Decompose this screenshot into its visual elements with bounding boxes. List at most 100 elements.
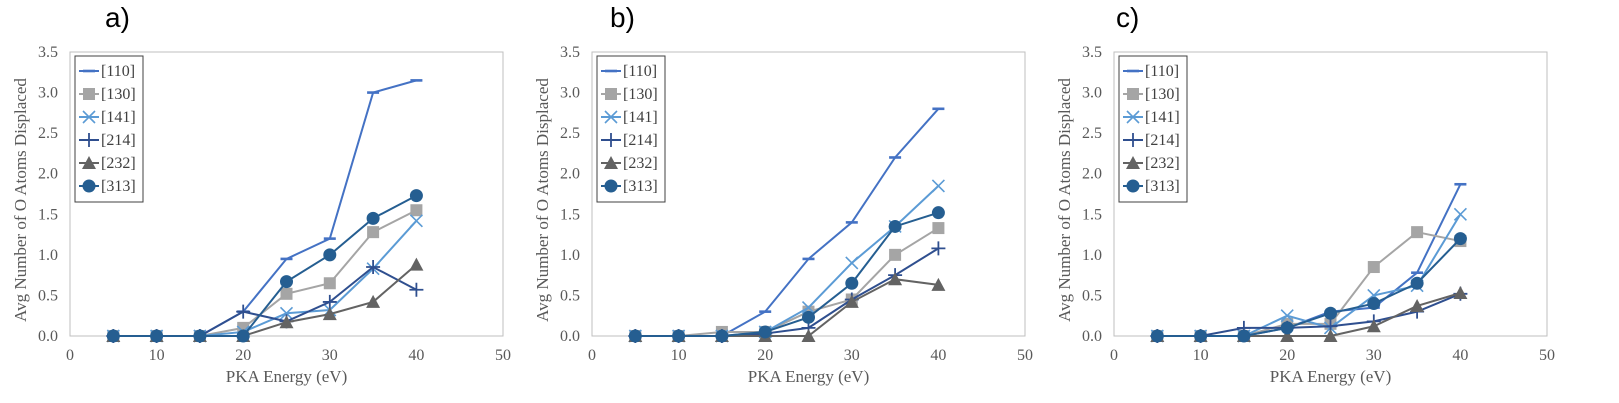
- y-tick-label: 2.0: [38, 166, 58, 183]
- y-tick-label: 2.5: [560, 125, 580, 142]
- legend-item-313: [313]: [601, 178, 658, 195]
- series-313: [1150, 232, 1467, 343]
- legend-item-130: [130]: [79, 86, 136, 103]
- data-point: [889, 248, 902, 261]
- legend-item-313: [313]: [1123, 178, 1180, 195]
- y-axis-title: Avg Number of O Atoms Displaced: [533, 78, 552, 322]
- legend-item-232: [232]: [79, 155, 136, 172]
- y-tick-label: 1.0: [560, 247, 580, 264]
- data-point: [323, 277, 336, 290]
- series-line: [1157, 237, 1462, 337]
- legend-label: [110]: [623, 63, 657, 80]
- legend-item-141: [141]: [1123, 109, 1180, 126]
- y-tick-label: 1.5: [1082, 206, 1102, 223]
- legend-item-130: [130]: [601, 86, 658, 103]
- x-tick-label: 20: [235, 347, 251, 364]
- data-point: [1150, 329, 1164, 343]
- legend-item-110: [110]: [601, 63, 657, 80]
- data-point: [1323, 329, 1338, 342]
- x-tick-label: 20: [757, 347, 773, 364]
- legend-box: [1118, 55, 1188, 203]
- legend-item-214: [214]: [79, 132, 136, 149]
- legend-marker: [605, 88, 617, 100]
- legend-label: [141]: [1145, 109, 1180, 126]
- legend-label: [313]: [1145, 178, 1180, 195]
- chart-panel-c: c) 0 10 20 30 40 50 0.0 0.5 1.0 1.5 2.0 2.5 3.0 3.5 PK…: [1044, 0, 1584, 403]
- legend-marker: [82, 156, 96, 169]
- legend-box: [74, 55, 144, 203]
- series-313: [628, 206, 945, 343]
- data-point: [280, 275, 293, 289]
- data-point: [323, 248, 337, 262]
- y-tick-label: 0.5: [38, 287, 58, 304]
- data-point: [236, 304, 251, 319]
- series-line: [1157, 292, 1461, 337]
- y-axis-title: Avg Number of O Atoms Displaced: [1055, 78, 1074, 322]
- x-tick-label: 40: [408, 347, 424, 364]
- data-point: [888, 272, 903, 286]
- data-point: [1453, 207, 1467, 221]
- data-point: [322, 294, 337, 309]
- legend-item-232: [232]: [1123, 155, 1180, 172]
- data-point: [193, 329, 207, 343]
- data-point: [409, 189, 423, 203]
- y-tick-label: 3.0: [38, 85, 58, 102]
- y-tick-label: 0.5: [560, 287, 580, 304]
- x-tick-label: 0: [66, 347, 74, 364]
- legend-item-141: [141]: [601, 109, 658, 126]
- x-axis-title: PKA Energy (eV): [748, 367, 870, 386]
- y-tick-label: 2.0: [560, 166, 580, 183]
- series-line: [113, 194, 417, 337]
- legend-item-130: [130]: [1123, 86, 1180, 103]
- x-tick-label: 30: [322, 347, 338, 364]
- y-tick-label: 1.5: [560, 206, 580, 223]
- legend-item-313: [313]: [79, 178, 136, 195]
- y-tick-label: 0.0: [1082, 328, 1102, 345]
- legend-marker: [83, 88, 95, 100]
- legend-item-141: [141]: [79, 109, 136, 126]
- legend-marker: [1126, 110, 1140, 124]
- y-tick-label: 3.0: [1082, 85, 1102, 102]
- chart-panel-a: a) 0 10 20 30 40 50 0.0 0.5 1.0 1.5 2.0 2.5 3.0 3.5 PK…: [0, 0, 540, 403]
- legend-marker: [82, 110, 96, 124]
- y-tick-label: 0.0: [38, 328, 58, 345]
- data-point: [931, 241, 946, 256]
- y-tick-label: 3.5: [560, 44, 580, 61]
- data-point: [801, 329, 816, 342]
- legend: [110] [130] [141] [214] [232] [313]: [1118, 55, 1188, 203]
- data-point: [1411, 226, 1424, 239]
- data-point: [1410, 276, 1424, 290]
- x-tick-label: 30: [844, 347, 860, 364]
- data-point: [366, 211, 380, 225]
- y-tick-label: 3.5: [38, 44, 58, 61]
- data-point: [1366, 319, 1381, 333]
- legend-label: [232]: [1145, 155, 1180, 172]
- y-tick-label: 1.5: [38, 206, 58, 223]
- legend-item-232: [232]: [601, 155, 658, 172]
- data-point: [236, 329, 250, 343]
- legend: [110] [130] [141] [214] [232] [313]: [596, 55, 666, 203]
- legend-marker: [1126, 156, 1140, 169]
- legend-marker: [1126, 179, 1140, 193]
- data-point: [932, 222, 945, 235]
- data-point: [1280, 329, 1295, 342]
- series-110: [1151, 182, 1467, 338]
- chart-plot: 0 10 20 30 40 50 0.0 0.5 1.0 1.5 2.0 2.5 3.0 3.5 PKA E…: [533, 44, 1033, 386]
- legend-label: [130]: [101, 86, 136, 103]
- data-point: [758, 325, 772, 339]
- x-tick-label: 0: [1110, 347, 1118, 364]
- y-tick-label: 2.0: [1082, 166, 1102, 183]
- y-tick-label: 2.5: [38, 125, 58, 142]
- legend-marker: [604, 156, 618, 169]
- panel-label: a): [105, 2, 130, 33]
- x-tick-label: 50: [1017, 347, 1033, 364]
- series-313: [106, 189, 423, 343]
- legend-label: [110]: [101, 63, 135, 80]
- data-point: [409, 282, 424, 297]
- data-point: [931, 206, 945, 220]
- y-tick-label: 1.0: [1082, 247, 1102, 264]
- x-tick-label: 40: [1452, 347, 1468, 364]
- legend-item-110: [110]: [1123, 63, 1179, 80]
- x-tick-label: 20: [1279, 347, 1295, 364]
- data-point: [845, 276, 859, 290]
